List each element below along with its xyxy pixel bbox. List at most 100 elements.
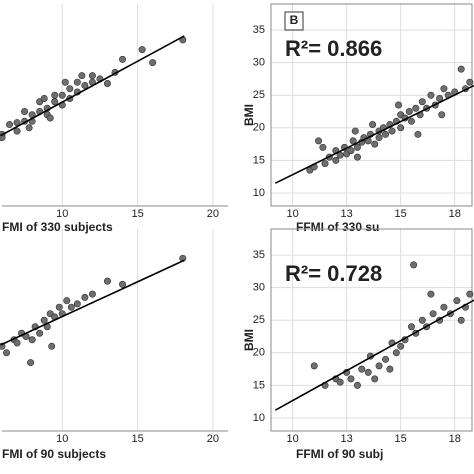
y-tick-label: 35: [253, 249, 265, 261]
y-tick-label: 15: [253, 379, 265, 391]
point: [51, 98, 59, 106]
point: [358, 365, 366, 373]
point: [418, 98, 426, 106]
point: [78, 72, 86, 80]
y-tick-label: 20: [253, 122, 265, 134]
point: [73, 300, 81, 308]
point: [440, 303, 448, 311]
point: [55, 303, 63, 311]
r2-annotation: R²= 0.728: [285, 261, 382, 286]
x-tick-label: 10: [56, 433, 68, 445]
point: [81, 81, 89, 89]
point: [347, 147, 355, 155]
point: [438, 111, 446, 119]
point: [349, 137, 357, 145]
point: [73, 78, 81, 86]
r2-annotation: R²= 0.866: [285, 36, 382, 61]
y-tick-label: 10: [253, 187, 265, 199]
point: [410, 261, 418, 269]
point: [13, 127, 21, 135]
point: [369, 121, 377, 129]
point: [466, 290, 474, 298]
fit-line: [0, 259, 185, 346]
x-tick-label: 18: [449, 208, 461, 220]
point: [466, 78, 474, 86]
point: [386, 365, 394, 373]
point: [315, 137, 323, 145]
point: [13, 339, 21, 347]
point: [51, 91, 59, 99]
point: [28, 336, 36, 344]
point: [371, 140, 379, 148]
point: [427, 91, 435, 99]
point: [397, 342, 405, 350]
panel-tag: B: [290, 13, 299, 27]
point: [414, 130, 422, 138]
x-tick-label: 15: [131, 433, 143, 445]
y-tick-label: 15: [253, 154, 265, 166]
x-tick-label: 15: [395, 433, 407, 445]
point: [21, 108, 29, 116]
point: [103, 79, 111, 87]
y-tick-label: 30: [253, 57, 265, 69]
panel-tag-box: [284, 11, 304, 31]
fit-line: [0, 35, 185, 137]
x-tick-label: 20: [207, 433, 219, 445]
y-axis-label: BMI: [242, 329, 256, 351]
x-tick-label: 13: [341, 208, 353, 220]
point: [332, 156, 340, 164]
point: [453, 297, 461, 305]
point: [353, 381, 361, 389]
y-tick-label: 10: [253, 412, 265, 424]
point: [63, 297, 71, 305]
point: [353, 153, 361, 161]
point: [418, 316, 426, 324]
point: [88, 72, 96, 80]
point: [395, 101, 403, 109]
point: [353, 143, 361, 151]
point: [319, 143, 327, 151]
x-axis-label: FMI of 330 subjects: [2, 220, 113, 234]
point: [347, 375, 355, 383]
point: [457, 65, 465, 73]
x-tick-label: 15: [395, 208, 407, 220]
y-tick-label: 20: [253, 347, 265, 359]
point: [61, 78, 69, 86]
y-tick-label: 30: [253, 282, 265, 294]
point: [27, 359, 35, 367]
point: [407, 117, 415, 125]
point: [40, 316, 48, 324]
point: [36, 329, 44, 337]
point: [310, 362, 318, 370]
point: [138, 46, 146, 54]
point: [382, 355, 390, 363]
point: [66, 85, 74, 93]
y-tick-label: 25: [253, 314, 265, 326]
point: [6, 121, 14, 129]
point: [149, 59, 157, 67]
point: [103, 277, 111, 285]
point: [405, 108, 413, 116]
y-tick-label: 25: [253, 89, 265, 101]
point: [440, 85, 448, 93]
x-tick-label: 20: [207, 208, 219, 220]
x-axis-label: FMI of 90 subjects: [2, 447, 106, 461]
point: [81, 293, 89, 301]
point: [371, 375, 379, 383]
point: [407, 323, 415, 331]
point: [48, 342, 56, 350]
point: [412, 104, 420, 112]
x-axis-label: FFMI of 330 su: [296, 220, 379, 234]
point: [88, 290, 96, 298]
x-tick-label: 18: [449, 433, 461, 445]
point: [119, 280, 127, 288]
plot-frame: [270, 3, 473, 207]
point: [382, 130, 390, 138]
point: [375, 362, 383, 370]
point: [119, 55, 127, 63]
y-tick-label: 35: [253, 24, 265, 36]
point: [375, 134, 383, 142]
point: [40, 94, 48, 102]
point: [397, 124, 405, 132]
